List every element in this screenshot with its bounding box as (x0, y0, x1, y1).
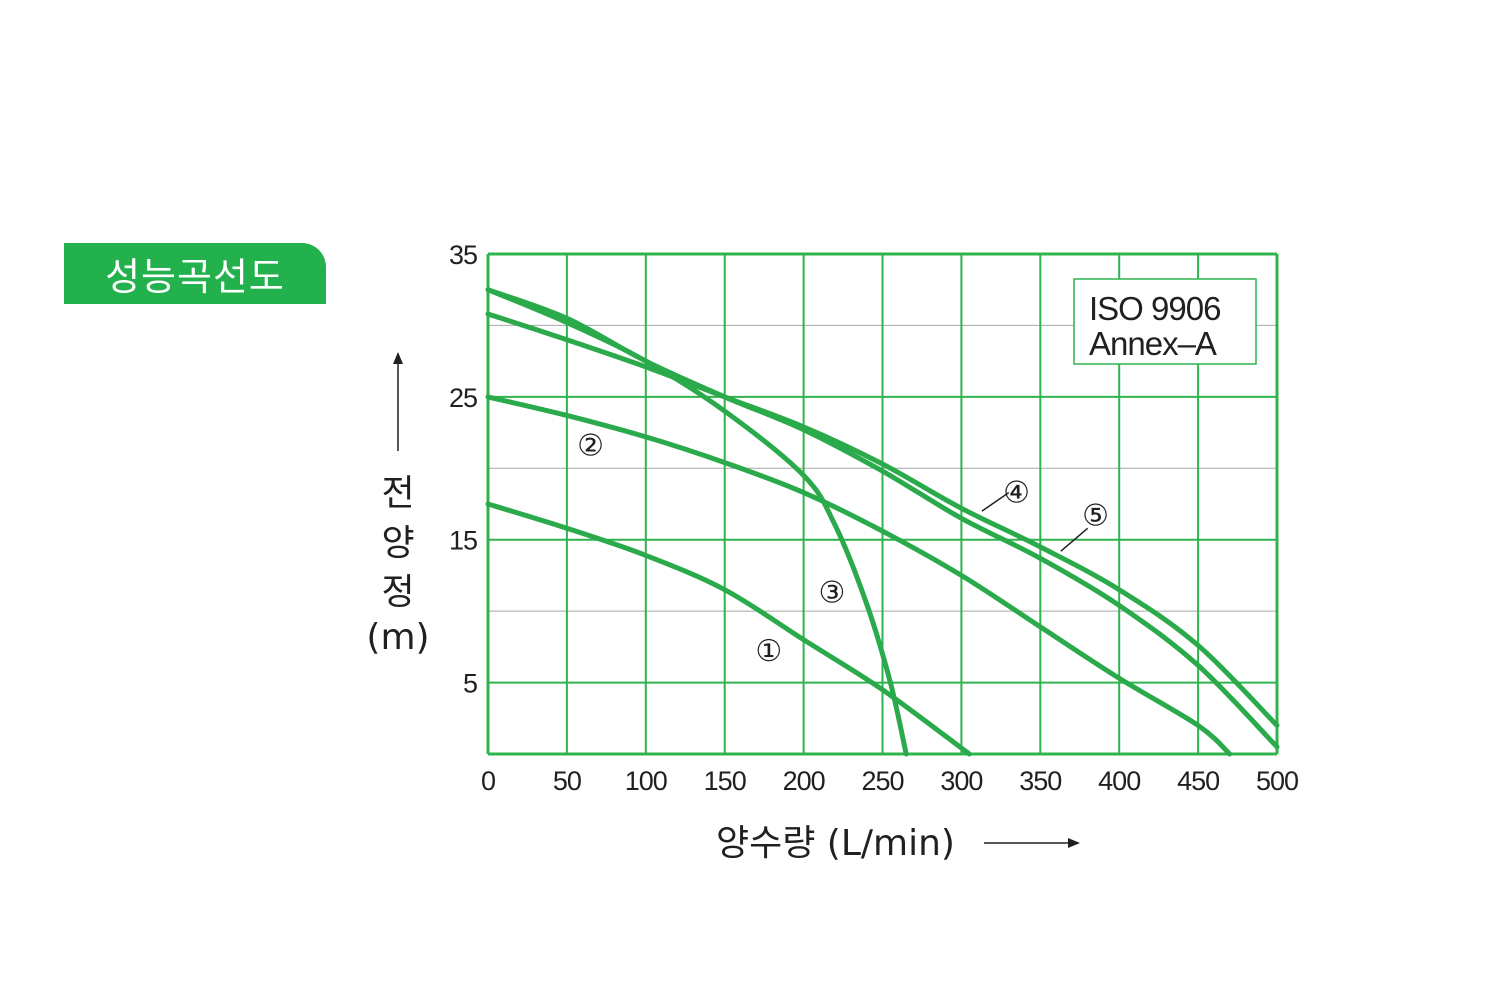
x-axis-title-text: 양수량 (L/min) (716, 823, 955, 864)
curve-label-5: ⑤ (1082, 498, 1109, 533)
iso-annotation-box (1073, 278, 1257, 365)
x-tick-label-0: 0 (481, 766, 495, 796)
x-tick-labels: 0 50 100 150 200 250 300 350 400 450 500 (481, 766, 1299, 796)
iso-annotation-line-2: Annex–A (1089, 325, 1217, 362)
curve-label-4: ④ (1003, 476, 1030, 511)
x-tick-label-100: 100 (625, 766, 667, 796)
x-tick-label-350: 350 (1019, 766, 1061, 796)
y-axis-title: 전 양 정 (m) (366, 352, 430, 658)
x-tick-label-400: 400 (1098, 766, 1140, 796)
y-axis-title-char-1: 전 (381, 473, 414, 514)
y-axis-title-char-3: 정 (381, 572, 414, 613)
x-tick-label-250: 250 (861, 766, 903, 796)
leader-line-1 (981, 491, 1010, 512)
curve-series-2 (485, 394, 1233, 757)
curve-series-1 (485, 501, 972, 757)
iso-annotation-line-1: ISO 9906 (1089, 290, 1220, 327)
x-tick-label-500: 500 (1256, 766, 1298, 796)
x-tick-label-200: 200 (783, 766, 825, 796)
callout-leaders (981, 491, 1089, 552)
x-tick-label-50: 50 (553, 766, 581, 796)
curve-labels: ① ② ③ ④ ⑤ (577, 428, 1109, 669)
x-axis-title: 양수량 (L/min) (716, 823, 1080, 864)
y-axis-title-unit: (m) (366, 617, 429, 658)
y-tick-label-25: 25 (449, 383, 477, 413)
curve-series-4 (485, 287, 1280, 750)
y-axis-title-char-2: 양 (381, 523, 414, 564)
leader-line-2 (1060, 527, 1089, 552)
x-tick-label-450: 450 (1177, 766, 1219, 796)
y-tick-label-5: 5 (463, 669, 477, 699)
x-tick-label-300: 300 (940, 766, 982, 796)
curve-label-3: ③ (819, 576, 846, 611)
curve-series-5 (485, 311, 1280, 728)
y-tick-label-35: 35 (449, 240, 477, 270)
y-tick-labels: 35 25 15 5 (449, 240, 478, 699)
iso-annotation: ISO 9906 Annex–A (1073, 278, 1257, 365)
x-tick-label-150: 150 (704, 766, 746, 796)
performance-curve-badge: 성능곡선도 (64, 243, 326, 304)
curve-series-3 (485, 287, 909, 757)
x-axis-arrow-head (1068, 838, 1080, 848)
curves (485, 287, 1280, 757)
y-axis-arrow-head (393, 352, 403, 364)
badge-label: 성능곡선도 (105, 255, 285, 299)
curve-label-2: ② (577, 428, 604, 463)
y-tick-label-15: 15 (449, 526, 477, 556)
curve-label-1: ① (755, 634, 782, 669)
